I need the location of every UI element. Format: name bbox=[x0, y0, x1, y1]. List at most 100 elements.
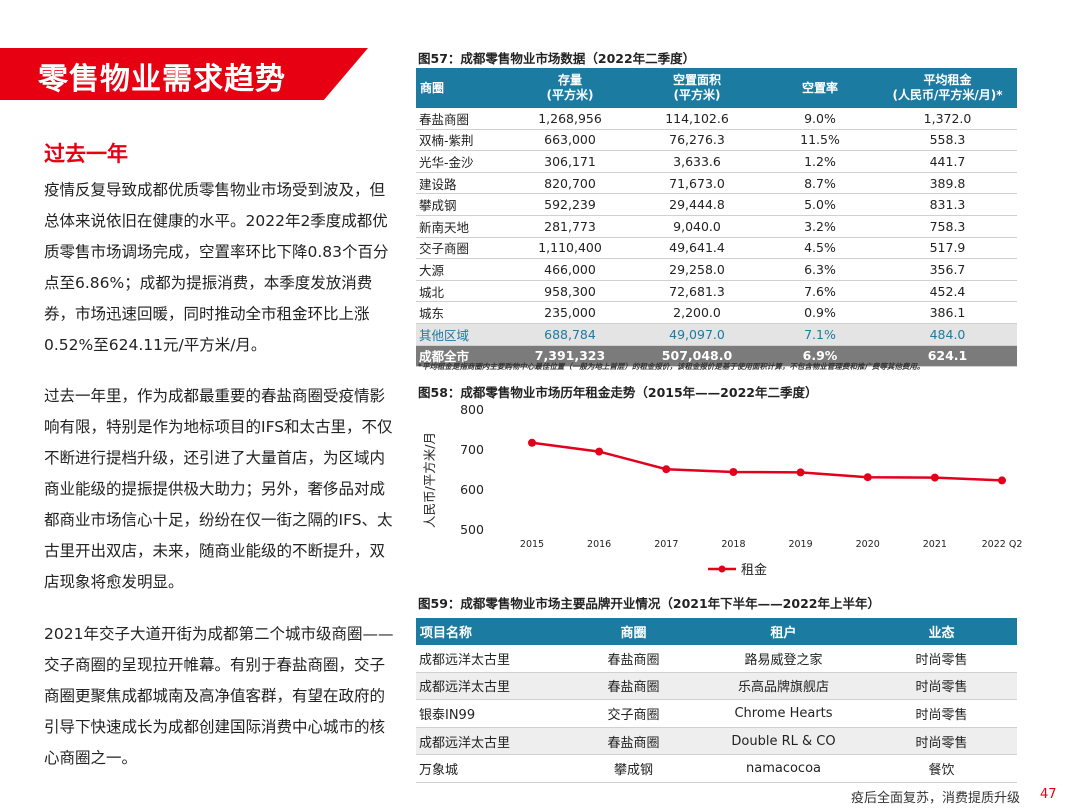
table-cell: 484.0 bbox=[878, 323, 1017, 346]
legend-marker bbox=[718, 565, 726, 573]
table-cell: 光华-金沙 bbox=[416, 150, 508, 173]
table-cell: 城东 bbox=[416, 301, 508, 324]
table-row: 其他区域 688,784 49,097.0 7.1% 484.0 bbox=[416, 323, 1017, 346]
data-point bbox=[796, 468, 805, 477]
table-cell: 双楠-紫荆 bbox=[416, 129, 508, 152]
table-cell: 235,000 bbox=[508, 301, 632, 324]
fig57-footnote: *平均租金是指商圈内主要购物中心最佳位置（一般为地上首层）的租金报价，该租金报价… bbox=[418, 362, 925, 371]
table-cell: 时尚零售 bbox=[866, 699, 1017, 728]
table-cell: 49,641.4 bbox=[632, 237, 762, 260]
table-cell: 3.2% bbox=[762, 215, 878, 238]
table-cell: 餐饮 bbox=[866, 754, 1017, 783]
table-cell: 356.7 bbox=[878, 258, 1017, 281]
table-cell: 9,040.0 bbox=[632, 215, 762, 238]
fig59-title: 图59：成都零售物业市场主要品牌开业情况（2021年下半年——2022年上半年） bbox=[418, 596, 880, 611]
table-cell: 7.6% bbox=[762, 280, 878, 303]
fig59-table: 项目名称 商圈 租户 业态 成都远洋太古里 春盐商圈 路易威登之家 时尚零售 成都远洋太… bbox=[416, 618, 1017, 783]
table-cell: 76,276.3 bbox=[632, 129, 762, 152]
data-point bbox=[863, 473, 872, 482]
table-row: 建设路 820,700 71,673.0 8.7% 389.8 bbox=[416, 172, 1017, 195]
table-cell: 29,444.8 bbox=[632, 193, 762, 216]
table-cell: 8.7% bbox=[762, 172, 878, 195]
table-cell: 831.3 bbox=[878, 193, 1017, 216]
table-cell: 820,700 bbox=[508, 172, 632, 195]
table-cell: Double RL & CO bbox=[701, 727, 866, 756]
table-cell: 7.1% bbox=[762, 323, 878, 346]
table-cell: 万象城 bbox=[416, 754, 566, 783]
table-cell: 时尚零售 bbox=[866, 727, 1017, 756]
table-cell: 2,200.0 bbox=[632, 301, 762, 324]
table-cell: 交子商圈 bbox=[416, 237, 508, 260]
x-tick-label: 2019 bbox=[788, 539, 812, 550]
table-cell: 281,773 bbox=[508, 215, 632, 238]
table-row: 大源 466,000 29,258.0 6.3% 356.7 bbox=[416, 258, 1017, 281]
table-cell: 1,268,956 bbox=[508, 108, 632, 130]
fig57-header-row: 商圈 存量 (平方米) 空置面积 (平方米) 空置率 平均租金 (人民币/平方米… bbox=[416, 68, 1017, 108]
table-cell: 507,048.0 bbox=[632, 345, 762, 368]
y-tick-label: 600 bbox=[460, 482, 484, 497]
table-cell: 成都远洋太古里 bbox=[416, 645, 566, 673]
x-tick-label: 2021 bbox=[923, 539, 947, 550]
table-row: 成都全市 7,391,323 507,048.0 6.9% 624.1 bbox=[416, 345, 1017, 368]
table-cell: 688,784 bbox=[508, 323, 632, 346]
header-project: 项目名称 bbox=[416, 618, 566, 645]
table-cell: 新南天地 bbox=[416, 215, 508, 238]
table-cell: 成都全市 bbox=[416, 345, 508, 368]
table-cell: 时尚零售 bbox=[866, 645, 1017, 673]
header-district: 商圈 bbox=[416, 68, 508, 108]
table-row: 城东 235,000 2,200.0 0.9% 386.1 bbox=[416, 301, 1017, 324]
y-tick-label: 800 bbox=[460, 402, 484, 417]
y-tick-label: 700 bbox=[460, 442, 484, 457]
table-row: 成都远洋太古里 春盐商圈 乐高品牌旗舰店 时尚零售 bbox=[416, 672, 1017, 701]
table-row: 银泰IN99 交子商圈 Chrome Hearts 时尚零售 bbox=[416, 699, 1017, 728]
table-cell: 29,258.0 bbox=[632, 258, 762, 281]
table-cell: 517.9 bbox=[878, 237, 1017, 260]
table-cell: 72,681.3 bbox=[632, 280, 762, 303]
data-point bbox=[930, 473, 939, 482]
x-tick-label: 2018 bbox=[721, 539, 745, 550]
header-category: 业态 bbox=[866, 618, 1017, 645]
footer-text: 疫后全面复苏，消费提质升级 bbox=[850, 791, 1020, 806]
paragraph-1: 疫情反复导致成都优质零售物业市场受到波及，但总体来说依旧在健康的水平。2022年… bbox=[44, 181, 389, 354]
table-cell: 3,633.6 bbox=[632, 150, 762, 173]
y-axis-label: 人民币/平方米/月 bbox=[422, 432, 437, 528]
table-cell: 春盐商圈 bbox=[566, 672, 701, 701]
table-cell: 时尚零售 bbox=[866, 672, 1017, 701]
table-cell: 0.9% bbox=[762, 301, 878, 324]
table-cell: 71,673.0 bbox=[632, 172, 762, 195]
table-row: 春盐商圈 1,268,956 114,102.6 9.0% 1,372.0 bbox=[416, 108, 1017, 130]
table-cell: 其他区域 bbox=[416, 323, 508, 346]
table-cell: 春盐商圈 bbox=[566, 727, 701, 756]
table-cell: 663,000 bbox=[508, 129, 632, 152]
table-cell: 7,391,323 bbox=[508, 345, 632, 368]
table-row: 成都远洋太古里 春盐商圈 Double RL & CO 时尚零售 bbox=[416, 727, 1017, 756]
title-banner bbox=[0, 48, 368, 100]
fig59-header-row: 项目名称 商圈 租户 业态 bbox=[416, 618, 1017, 645]
header-vacancy-rate: 空置率 bbox=[762, 68, 878, 108]
data-point bbox=[729, 468, 738, 476]
table-cell: 624.1 bbox=[878, 345, 1017, 368]
table-row: 攀成钢 592,239 29,444.8 5.0% 831.3 bbox=[416, 193, 1017, 216]
table-cell: 1,110,400 bbox=[508, 237, 632, 260]
paragraph-2: 过去一年里，作为成都最重要的春盐商圈受疫情影响有限，特别是作为地标项目的IFS和… bbox=[44, 387, 393, 591]
table-cell: Chrome Hearts bbox=[701, 699, 866, 728]
table-cell: 1.2% bbox=[762, 150, 878, 173]
x-tick-label: 2015 bbox=[520, 539, 544, 550]
data-point bbox=[528, 438, 536, 447]
table-row: 光华-金沙 306,171 3,633.6 1.2% 441.7 bbox=[416, 150, 1017, 173]
table-cell: 1,372.0 bbox=[878, 108, 1017, 130]
x-tick-label: 2017 bbox=[654, 539, 678, 550]
data-point bbox=[662, 465, 671, 474]
table-cell: 452.4 bbox=[878, 280, 1017, 303]
page-number: 47 bbox=[1040, 787, 1057, 802]
data-point bbox=[998, 476, 1006, 485]
table-row: 万象城 攀成钢 namacocoa 餐饮 bbox=[416, 754, 1017, 783]
table-row: 成都远洋太古里 春盐商圈 路易威登之家 时尚零售 bbox=[416, 645, 1017, 673]
header-stock: 存量 (平方米) bbox=[508, 68, 632, 108]
table-cell: 306,171 bbox=[508, 150, 632, 173]
table-row: 城北 958,300 72,681.3 7.6% 452.4 bbox=[416, 280, 1017, 303]
header-district: 商圈 bbox=[566, 618, 701, 645]
x-tick-label: 2022 Q2 bbox=[982, 539, 1023, 550]
fig57-table: 商圈 存量 (平方米) 空置面积 (平方米) 空置率 平均租金 (人民币/平方米… bbox=[416, 68, 1017, 368]
table-row: 交子商圈 1,110,400 49,641.4 4.5% 517.9 bbox=[416, 237, 1017, 260]
